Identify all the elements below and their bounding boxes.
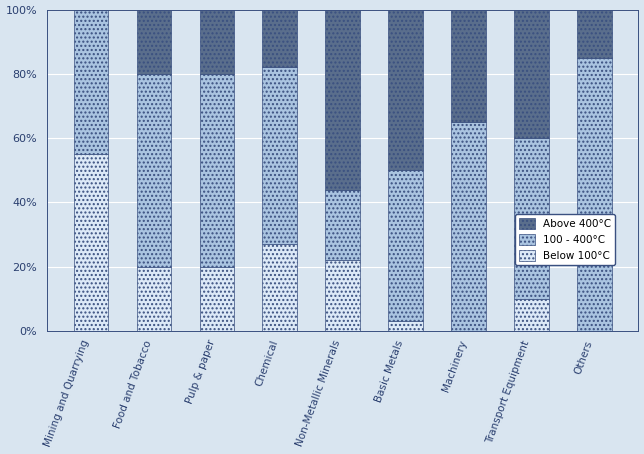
Bar [388, 321, 423, 331]
Bar [200, 10, 234, 74]
Bar [263, 10, 297, 68]
Bar [200, 267, 234, 331]
Bar [263, 68, 297, 244]
Bar [263, 244, 297, 331]
Bar [137, 74, 171, 267]
Bar [577, 58, 612, 331]
Bar [137, 267, 171, 331]
Bar [74, 10, 108, 154]
Bar [325, 10, 360, 190]
Bar [451, 10, 486, 122]
Bar [451, 122, 486, 331]
Bar [325, 190, 360, 260]
Bar [200, 74, 234, 267]
Bar [325, 260, 360, 331]
Bar [74, 154, 108, 331]
Bar [514, 10, 549, 138]
Bar [388, 10, 423, 170]
Bar [514, 299, 549, 331]
Legend: Above 400°C, 100 - 400°C, Below 100°C: Above 400°C, 100 - 400°C, Below 100°C [515, 214, 616, 266]
Bar [514, 138, 549, 299]
Bar [577, 10, 612, 58]
Bar [137, 10, 171, 74]
Bar [388, 170, 423, 321]
